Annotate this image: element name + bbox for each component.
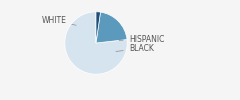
Wedge shape [96, 12, 101, 43]
Wedge shape [65, 12, 127, 74]
Text: WHITE: WHITE [42, 16, 76, 25]
Wedge shape [96, 12, 127, 43]
Text: HISPANIC: HISPANIC [119, 35, 164, 44]
Text: BLACK: BLACK [116, 44, 154, 53]
